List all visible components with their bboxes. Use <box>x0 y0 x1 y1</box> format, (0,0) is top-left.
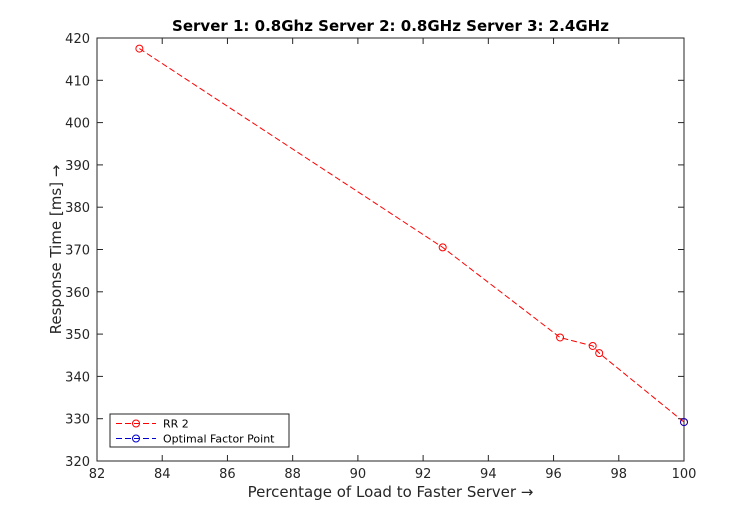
legend-label: Optimal Factor Point <box>163 433 275 446</box>
y-tick-label: 410 <box>65 74 90 89</box>
y-tick-label: 360 <box>65 286 90 301</box>
x-tick-label: 92 <box>415 467 432 482</box>
legend-box <box>109 413 290 448</box>
y-tick-label: 330 <box>65 413 90 428</box>
data-point <box>595 349 604 358</box>
legend: RR 2 Optimal Factor Point <box>109 413 290 448</box>
y-axis-ticks: 320 330 340 350 360 370 380 390 400 410 420 <box>65 32 684 470</box>
series-line <box>139 48 685 423</box>
data-point <box>556 333 565 342</box>
y-tick-label: 380 <box>65 201 90 216</box>
y-tick-label: 420 <box>65 32 90 47</box>
legend-marker <box>132 419 140 428</box>
series-layer <box>135 44 688 427</box>
x-tick-label: 90 <box>350 467 367 482</box>
x-axis-ticks: 82 84 86 88 90 92 94 96 98 100 <box>89 38 697 482</box>
legend-marker <box>132 434 140 443</box>
y-tick-label: 320 <box>65 455 90 470</box>
x-tick-label: 100 <box>672 467 697 482</box>
x-tick-label: 96 <box>545 467 562 482</box>
data-point <box>135 44 144 53</box>
plot-area: 82 84 86 88 90 92 94 96 98 100 320 330 340 350 360 370… <box>65 32 696 482</box>
chart-title: Server 1: 0.8Ghz Server 2: 0.8GHz Server… <box>172 17 609 35</box>
legend-label: RR 2 <box>163 418 189 431</box>
series-2 <box>680 418 688 427</box>
data-point <box>438 243 447 252</box>
x-tick-label: 84 <box>154 467 171 482</box>
y-tick-label: 350 <box>65 328 90 343</box>
y-tick-label: 340 <box>65 370 90 385</box>
y-axis-label: Response Time [ms] → <box>47 165 65 335</box>
data-point <box>588 341 597 350</box>
x-tick-label: 94 <box>480 467 497 482</box>
x-axis-label: Percentage of Load to Faster Server → <box>248 483 534 501</box>
x-tick-label: 86 <box>219 467 236 482</box>
x-tick-label: 88 <box>284 467 301 482</box>
x-tick-label: 82 <box>89 467 106 482</box>
y-tick-label: 400 <box>65 117 90 132</box>
x-tick-label: 98 <box>611 467 628 482</box>
y-tick-label: 390 <box>65 159 90 174</box>
axes-box <box>96 37 685 462</box>
data-point <box>680 418 688 427</box>
y-tick-label: 370 <box>65 244 90 259</box>
